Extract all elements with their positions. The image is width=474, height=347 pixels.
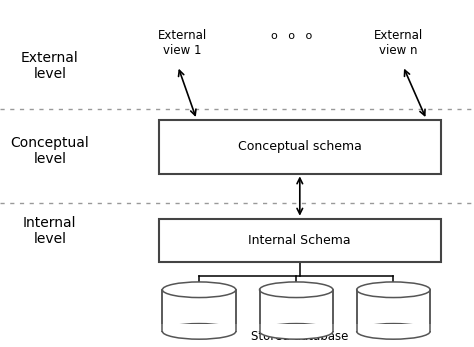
- Bar: [354, 323, 432, 331]
- Bar: [259, 290, 333, 331]
- Text: External
level: External level: [21, 51, 79, 81]
- Text: Stored database: Stored database: [251, 330, 348, 343]
- Ellipse shape: [259, 282, 333, 297]
- Bar: [257, 323, 336, 331]
- Bar: [162, 290, 236, 331]
- Text: Conceptual
level: Conceptual level: [10, 136, 89, 166]
- Ellipse shape: [356, 282, 430, 297]
- Ellipse shape: [162, 323, 236, 339]
- Text: Internal
level: Internal level: [23, 215, 76, 246]
- Text: o   o   o: o o o: [271, 32, 312, 41]
- Text: Internal Schema: Internal Schema: [248, 234, 351, 247]
- Bar: [159, 219, 441, 262]
- Text: Conceptual schema: Conceptual schema: [238, 140, 362, 153]
- Ellipse shape: [259, 323, 333, 339]
- Ellipse shape: [356, 323, 430, 339]
- Bar: [159, 120, 441, 174]
- Ellipse shape: [162, 282, 236, 297]
- Bar: [356, 290, 430, 331]
- Text: External
view 1: External view 1: [158, 29, 207, 57]
- Bar: [160, 323, 238, 331]
- Text: External
view n: External view n: [374, 29, 423, 57]
